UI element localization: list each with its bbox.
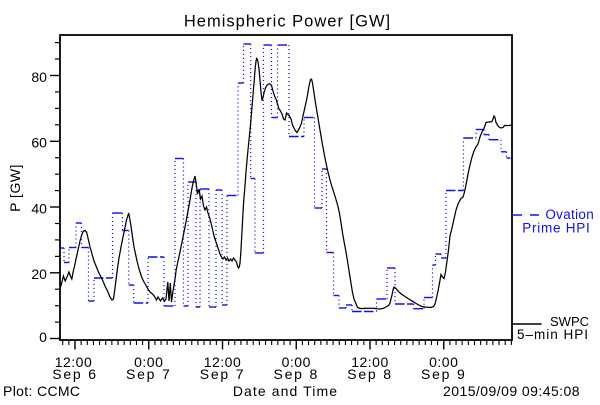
svg-text:0:00: 0:00 — [282, 354, 311, 370]
svg-text:Sep 8: Sep 8 — [347, 366, 393, 382]
svg-text:Sep 6: Sep 6 — [52, 366, 98, 382]
svg-text:Sep 7: Sep 7 — [126, 366, 172, 382]
svg-text:80: 80 — [31, 69, 47, 85]
svg-text:12:00: 12:00 — [204, 354, 242, 370]
svg-text:P [GW]: P [GW] — [7, 164, 23, 212]
svg-text:Hemispheric Power [GW]: Hemispheric Power [GW] — [184, 13, 391, 31]
svg-text:2015/09/09 09:45:08: 2015/09/09 09:45:08 — [443, 383, 580, 399]
svg-text:40: 40 — [31, 200, 47, 216]
svg-text:0: 0 — [39, 329, 47, 345]
svg-text:Sep 7: Sep 7 — [200, 366, 246, 382]
svg-text:SWPC: SWPC — [550, 314, 589, 329]
svg-text:0:00: 0:00 — [429, 354, 458, 370]
svg-text:Sep 9: Sep 9 — [421, 366, 467, 382]
svg-text:12:00: 12:00 — [351, 354, 389, 370]
svg-text:Plot: CCMC: Plot: CCMC — [3, 383, 80, 399]
svg-text:0:00: 0:00 — [134, 354, 163, 370]
svg-text:Date and Time: Date and Time — [233, 383, 338, 399]
svg-text:Prime HPI: Prime HPI — [522, 220, 590, 235]
svg-text:12:00: 12:00 — [55, 354, 93, 370]
svg-text:Sep 8: Sep 8 — [273, 366, 319, 382]
svg-text:60: 60 — [31, 135, 47, 151]
svg-text:5–min HPI: 5–min HPI — [517, 327, 589, 342]
svg-text:Ovation: Ovation — [545, 207, 594, 222]
svg-text:20: 20 — [31, 266, 47, 282]
